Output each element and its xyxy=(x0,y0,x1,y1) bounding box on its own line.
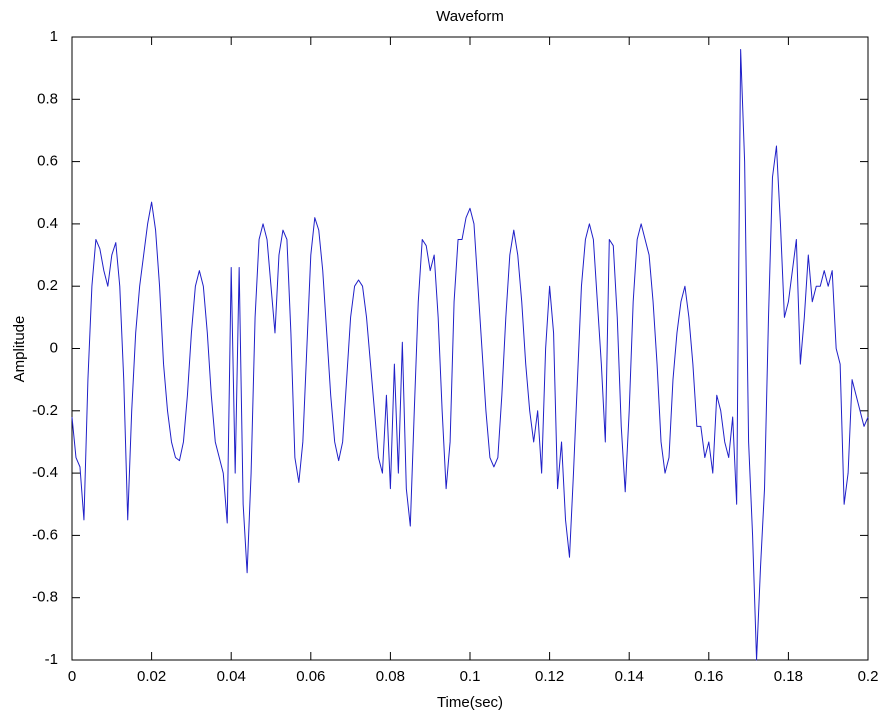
x-tick-label: 0.08 xyxy=(376,668,405,685)
y-tick-label: 0.4 xyxy=(37,215,58,232)
x-tick-label: 0.14 xyxy=(615,668,644,685)
y-tick-label: -0.2 xyxy=(32,402,58,419)
y-tick-label: -0.8 xyxy=(32,589,58,606)
y-tick-label: 0 xyxy=(50,339,58,356)
x-tick-label: 0.02 xyxy=(137,668,166,685)
x-tick-label: 0.16 xyxy=(694,668,723,685)
x-tick-label: 0.06 xyxy=(296,668,325,685)
x-tick-label: 0.2 xyxy=(858,668,879,685)
y-tick-label: -1 xyxy=(45,651,58,668)
y-tick-label: -0.6 xyxy=(32,526,58,543)
x-tick-label: 0.04 xyxy=(217,668,246,685)
x-tick-label: 0 xyxy=(68,668,76,685)
chart-title: Waveform xyxy=(436,8,504,25)
y-tick-label: 0.8 xyxy=(37,90,58,107)
x-tick-label: 0.18 xyxy=(774,668,803,685)
y-tick-label: -0.4 xyxy=(32,464,58,481)
x-tick-label: 0.12 xyxy=(535,668,564,685)
waveform-line xyxy=(71,48,869,661)
y-tick-label: 0.2 xyxy=(37,277,58,294)
x-axis-label: Time(sec) xyxy=(437,694,503,711)
y-tick-label: 1 xyxy=(50,28,58,45)
y-axis-label: Amplitude xyxy=(11,316,28,383)
x-tick-label: 0.1 xyxy=(460,668,481,685)
y-tick-label: 0.6 xyxy=(37,153,58,170)
